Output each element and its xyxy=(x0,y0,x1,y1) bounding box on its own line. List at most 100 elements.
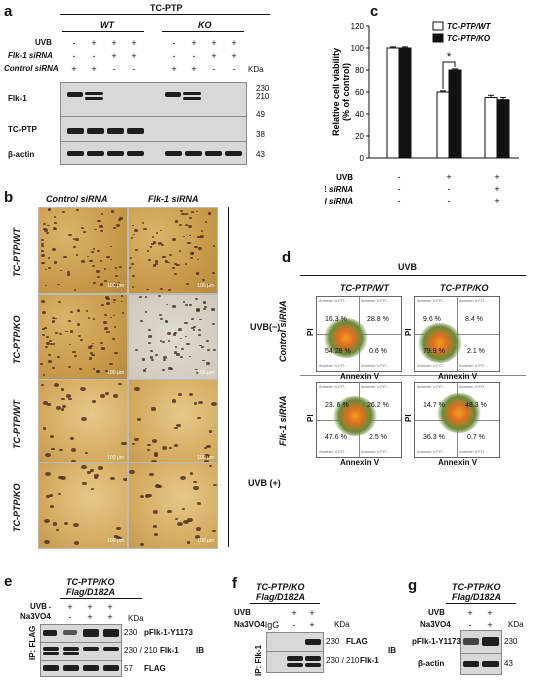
f-marker-1: 230 xyxy=(326,637,340,646)
quadrant-percent: 54.28 % xyxy=(325,348,351,355)
quadrant-percent: 16.3 % xyxy=(325,316,347,323)
a-row-label-flk1: Flk-1 siRNA xyxy=(8,51,53,60)
sign-cell: - xyxy=(48,612,52,622)
quadrant-percent: 28.8 % xyxy=(367,316,389,323)
quadrant-header: Annexin V-FIT... xyxy=(361,298,390,303)
e-blot-flag xyxy=(40,660,122,677)
quadrant-header: Annexin V-FIT... xyxy=(361,363,390,368)
sign-cell: - xyxy=(468,620,472,630)
sign-cell: + xyxy=(111,51,117,61)
viability-bar-chart: 0 20 40 60 80 100 120 Relative cell viability(%… xyxy=(325,21,519,206)
sign-cell: - xyxy=(292,620,296,630)
f-kda-label: KDa xyxy=(334,620,350,629)
b-col-label-control: Control siRNA xyxy=(46,194,108,204)
g-blot-actin xyxy=(460,653,502,675)
a-blot-label-flk1: Flk-1 xyxy=(8,94,27,103)
panel-letter-e: e xyxy=(4,573,13,590)
quadrant-percent: 48.3 % xyxy=(465,402,487,409)
e-blot-label-flag: FLAG xyxy=(144,664,166,673)
b-micrograph: 100 μm xyxy=(38,379,128,466)
sign-cell: + xyxy=(91,64,97,74)
sign-cell: + xyxy=(131,38,137,48)
e-marker-1: 230 xyxy=(124,628,138,637)
quadrant-percent: 2.1 % xyxy=(467,348,485,355)
flow-xlabel: Annexin V xyxy=(340,458,380,467)
bar xyxy=(484,97,498,159)
sign-cell: + xyxy=(231,51,237,61)
sign-cell: + xyxy=(291,608,297,618)
b-scale-bar-label: 100 μm xyxy=(197,370,214,376)
b-micrograph: 100 μm xyxy=(128,379,218,466)
b-micrograph: 100 μm xyxy=(128,294,218,381)
flow-plot: Annexin V-FIT... Annexin V-FIT... Annexin … xyxy=(414,382,500,458)
bar xyxy=(448,69,462,159)
f-blot-label-flk1: Flk-1 xyxy=(360,656,379,665)
b-scale-bar-label: 100 μm xyxy=(197,455,214,461)
a-top-header: TC-PTP xyxy=(150,3,183,13)
sign-cell: - xyxy=(72,51,76,61)
quadrant-header: Annexin V-FIT... xyxy=(319,363,348,368)
a-ko-line xyxy=(162,31,244,32)
quadrant-percent: 0.7 % xyxy=(467,434,485,441)
quadrant-header: Annexin V-FIT... xyxy=(319,384,348,389)
f-title-line xyxy=(250,603,320,604)
y-tick-label: 0 xyxy=(360,154,365,163)
a-marker-49: 49 xyxy=(256,110,265,119)
b-micrograph: 100 μm xyxy=(38,294,128,381)
g-title1: TC-PTP/KO xyxy=(452,582,501,592)
flow-ylabel: PI xyxy=(306,328,315,336)
sign-cell: + xyxy=(87,612,93,622)
f-row-label-na3vo4: Na3VO4 xyxy=(234,620,265,629)
f-row-label-uvb: UVB xyxy=(234,608,251,617)
sign-cell: - xyxy=(172,38,176,48)
quadrant-percent: 47.6 % xyxy=(325,434,347,441)
a-marker-43: 43 xyxy=(256,150,265,159)
a-header-line xyxy=(60,14,270,15)
sign-cell: + xyxy=(467,608,473,618)
e-blot-label-pflk1: pFlk-1-Y1173 xyxy=(144,628,193,637)
flow-plot: Annexin V-FIT... Annexin V-FIT... Annexin … xyxy=(316,296,402,372)
g-kda-label: KDa xyxy=(508,620,524,629)
significance-asterisk: * xyxy=(447,51,452,63)
f-title1: TC-PTP/KO xyxy=(256,582,305,592)
sign-cell: + xyxy=(67,602,73,612)
condition-label: Flk-1 siRNA xyxy=(325,185,353,194)
sign-cell: - xyxy=(192,51,196,61)
sign-cell: + xyxy=(111,38,117,48)
sign-cell: + xyxy=(171,64,177,74)
b-row-label: TC-PTP/KO xyxy=(12,315,22,365)
a-blot-flk1 xyxy=(60,82,247,118)
panel-letter-b: b xyxy=(4,189,14,206)
sign-cell: - xyxy=(92,51,96,61)
flow-ylabel: PI xyxy=(404,414,413,422)
sign-cell: + xyxy=(131,51,137,61)
e-marker-2: 230 / 210 xyxy=(124,646,158,655)
quadrant-header: Annexin V-FIT... xyxy=(417,363,446,368)
legend-swatch xyxy=(432,33,444,43)
f-blot-flag xyxy=(266,632,324,652)
sign-cell: - xyxy=(72,38,76,48)
quadrant-header: Annexin V-FIT... xyxy=(417,298,446,303)
b-row-label: TC-PTP/WT xyxy=(12,228,22,277)
e-title2: Flag/D182A xyxy=(66,587,116,597)
quadrant-header: Annexin V-FIT... xyxy=(417,449,446,454)
g-row-label-na3vo4: Na3VO4 xyxy=(420,620,451,629)
panel-letter-d: d xyxy=(282,249,292,266)
a-marker-210: 210 xyxy=(256,92,270,101)
sign-cell: + xyxy=(309,620,315,630)
b-col-label-flk1: Flk-1 siRNA xyxy=(148,194,199,204)
e-ib-label: IB xyxy=(196,646,204,655)
sign-cell: + xyxy=(211,51,217,61)
bar xyxy=(398,47,412,159)
e-row-label-uvb: UVB xyxy=(30,602,47,611)
y-axis-label: Relative cell viability(% of control) xyxy=(331,48,351,136)
b-scale-bar-label: 100 μm xyxy=(197,538,214,544)
panel-letter-g: g xyxy=(408,577,418,594)
a-kda-label: KDa xyxy=(248,65,264,74)
g-blot-pflk1 xyxy=(460,630,502,654)
quadrant-percent: 14.7 % xyxy=(423,402,445,409)
bar xyxy=(496,99,510,159)
condition-label: Control siRNA xyxy=(325,197,353,206)
d-row-divider xyxy=(300,375,526,376)
panel-letter-a: a xyxy=(4,3,13,20)
